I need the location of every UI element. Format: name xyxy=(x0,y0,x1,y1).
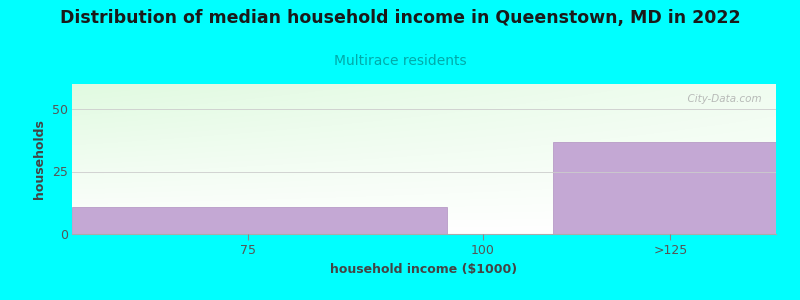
Text: Distribution of median household income in Queenstown, MD in 2022: Distribution of median household income … xyxy=(60,9,740,27)
Text: Multirace residents: Multirace residents xyxy=(334,54,466,68)
Text: City-Data.com: City-Data.com xyxy=(682,94,762,104)
Y-axis label: households: households xyxy=(34,119,46,199)
Bar xyxy=(72,206,447,234)
X-axis label: household income ($1000): household income ($1000) xyxy=(330,263,518,276)
Bar xyxy=(553,142,776,234)
